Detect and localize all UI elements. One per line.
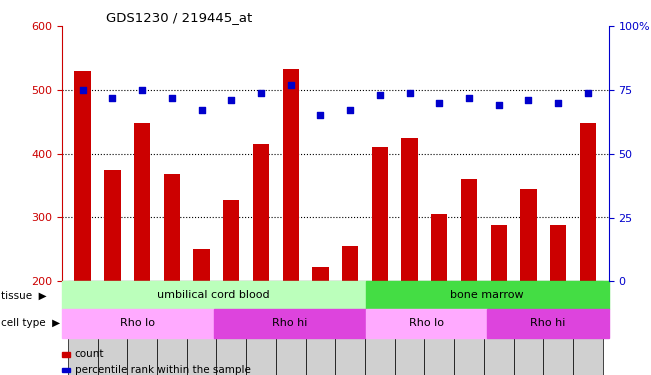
Bar xyxy=(246,281,276,375)
Bar xyxy=(402,138,418,281)
Bar xyxy=(157,281,187,375)
Point xyxy=(493,102,504,108)
Bar xyxy=(223,200,240,281)
Bar xyxy=(335,281,365,375)
Bar xyxy=(366,281,609,309)
Bar xyxy=(127,281,157,375)
Bar xyxy=(491,225,507,281)
Bar xyxy=(193,249,210,281)
Bar xyxy=(514,281,544,375)
Bar xyxy=(68,281,98,375)
Bar xyxy=(305,281,335,375)
Bar xyxy=(461,179,477,281)
Point xyxy=(107,94,118,100)
Bar xyxy=(276,281,305,375)
Bar xyxy=(544,281,573,375)
Bar xyxy=(283,69,299,281)
Bar xyxy=(62,309,214,338)
Bar xyxy=(573,281,603,375)
Point xyxy=(583,90,593,96)
Bar xyxy=(187,281,216,375)
Text: Rho lo: Rho lo xyxy=(409,318,444,328)
Text: GDS1230 / 219445_at: GDS1230 / 219445_at xyxy=(105,11,252,24)
Text: tissue  ▶: tissue ▶ xyxy=(1,290,46,300)
Bar xyxy=(74,71,91,281)
Bar xyxy=(253,144,269,281)
Bar xyxy=(104,170,120,281)
Bar xyxy=(98,281,127,375)
Bar xyxy=(484,281,514,375)
Point xyxy=(315,112,326,118)
Point xyxy=(434,100,445,106)
Point xyxy=(345,107,355,113)
Bar xyxy=(424,281,454,375)
Point xyxy=(77,87,88,93)
Bar xyxy=(366,309,487,338)
Bar xyxy=(365,281,395,375)
Point xyxy=(374,92,385,98)
Bar xyxy=(62,281,366,309)
Bar xyxy=(454,281,484,375)
Point xyxy=(553,100,563,106)
Bar xyxy=(214,309,366,338)
Bar xyxy=(342,246,358,281)
Point xyxy=(256,90,266,96)
Bar xyxy=(134,123,150,281)
Text: percentile rank within the sample: percentile rank within the sample xyxy=(75,365,251,375)
Point xyxy=(137,87,147,93)
Bar xyxy=(163,174,180,281)
Text: Rho lo: Rho lo xyxy=(120,318,156,328)
Bar xyxy=(216,281,246,375)
Text: Rho hi: Rho hi xyxy=(530,318,566,328)
Point xyxy=(286,82,296,88)
Bar xyxy=(487,309,609,338)
Point xyxy=(464,94,474,100)
Bar xyxy=(395,281,424,375)
Point xyxy=(404,90,415,96)
Bar xyxy=(550,225,566,281)
Text: Rho hi: Rho hi xyxy=(272,318,307,328)
Bar xyxy=(431,214,447,281)
Point xyxy=(167,94,177,100)
Text: count: count xyxy=(75,350,104,359)
Point xyxy=(523,97,534,103)
Bar xyxy=(520,189,536,281)
Text: bone marrow: bone marrow xyxy=(450,290,524,300)
Bar xyxy=(579,123,596,281)
Point xyxy=(226,97,236,103)
Point xyxy=(197,107,207,113)
Text: cell type  ▶: cell type ▶ xyxy=(1,318,60,328)
Bar xyxy=(372,147,388,281)
Text: umbilical cord blood: umbilical cord blood xyxy=(158,290,270,300)
Bar xyxy=(312,267,329,281)
